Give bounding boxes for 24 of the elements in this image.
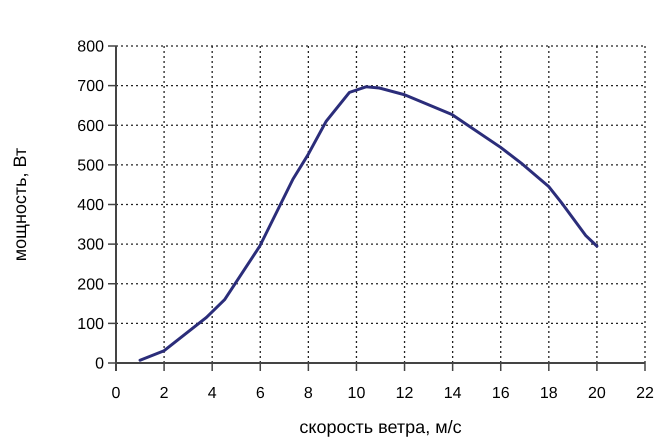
x-tick-label: 16 (492, 385, 510, 402)
y-tick-label: 200 (77, 276, 104, 294)
y-tick-label: 700 (77, 78, 104, 96)
x-tick-label: 10 (348, 385, 366, 402)
x-tick-label: 8 (304, 385, 313, 402)
x-axis-title: скорость ветра, м/с (299, 417, 462, 437)
x-tick-label: 0 (112, 385, 121, 402)
x-tick-label: 2 (160, 385, 169, 402)
x-tick-label: 20 (588, 385, 606, 402)
y-tick-label: 0 (95, 356, 104, 373)
y-tick-label: 600 (77, 118, 104, 135)
y-tick-label: 300 (77, 236, 104, 254)
x-tick-label: 6 (256, 385, 265, 402)
x-tick-label: 14 (444, 385, 462, 402)
x-tick-label: 4 (208, 385, 217, 402)
x-tick-label: 12 (396, 385, 414, 402)
x-tick-label: 18 (540, 385, 558, 402)
y-axis-title: мощность, Вт (10, 148, 30, 262)
y-tick-label: 800 (77, 38, 104, 56)
y-tick-label: 500 (77, 157, 104, 174)
x-tick-label: 22 (636, 385, 654, 402)
y-tick-label: 100 (77, 316, 104, 333)
y-tick-label: 400 (77, 197, 104, 214)
line-series (138, 85, 598, 362)
